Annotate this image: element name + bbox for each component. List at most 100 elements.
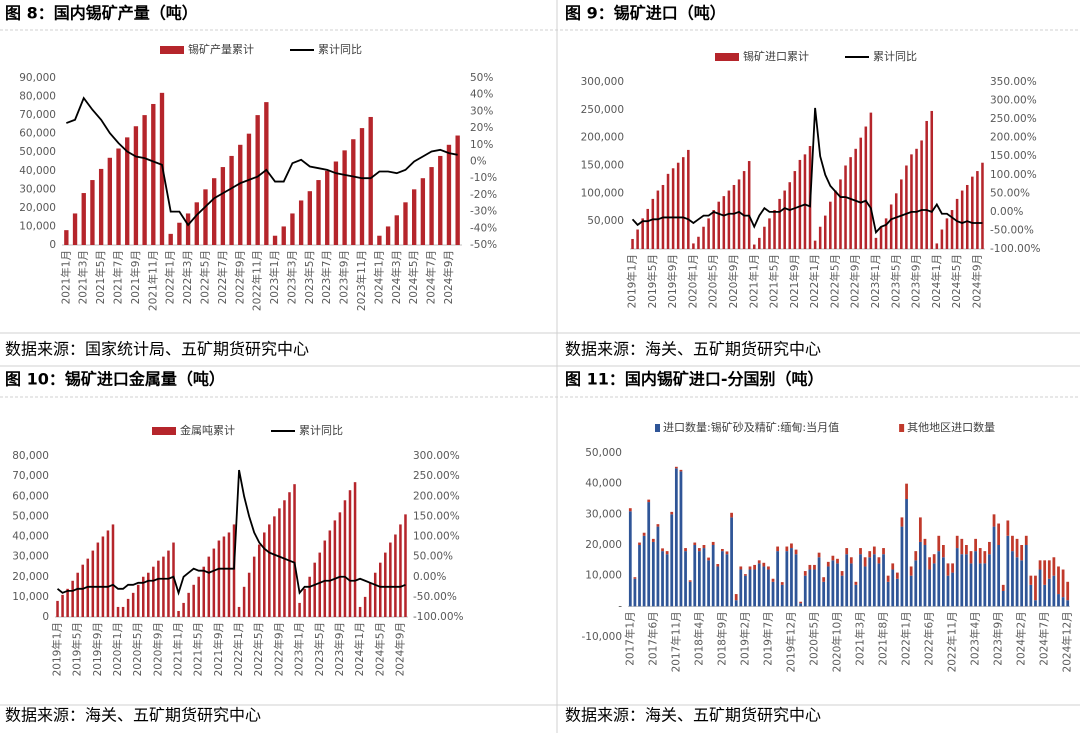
y2-tick-label: -30% [470, 206, 497, 218]
bar [1043, 560, 1047, 585]
bar [721, 551, 724, 607]
bar [753, 564, 756, 570]
y-tick-label: 10,000 [585, 570, 622, 582]
bar [725, 551, 729, 555]
x-tick-label: 2024年5月 [373, 622, 386, 676]
y2-tick-label: 20% [470, 122, 493, 134]
legend-swatch [160, 46, 184, 54]
bar [147, 572, 150, 617]
bar [864, 126, 868, 249]
bar [763, 226, 766, 249]
bar [628, 508, 632, 512]
x-tick-label: 2020年9月 [151, 622, 164, 676]
x-tick-label: 2024年3月 [390, 250, 403, 304]
bar [734, 600, 738, 607]
y2-tick-label: 150.00% [990, 150, 1037, 162]
bar [877, 563, 881, 607]
bar [1066, 600, 1070, 607]
bar [817, 552, 821, 558]
bar [1038, 560, 1042, 570]
x-tick-label: 2022年1月 [164, 250, 177, 304]
bar [666, 173, 670, 249]
y2-tick-label: 300.00% [413, 450, 460, 462]
bar [446, 144, 452, 245]
x-tick-label: 2023年9月 [910, 254, 923, 308]
bar [1043, 584, 1047, 607]
bar [829, 201, 832, 249]
y-tick-label: 80,000 [12, 450, 49, 462]
bar [951, 563, 954, 573]
bar [328, 530, 332, 617]
y2-tick-label: 150.00% [413, 510, 460, 522]
bar [368, 582, 372, 617]
y2-tick-label: -100.00% [413, 611, 464, 623]
x-tick-label: 2020年5月 [707, 254, 720, 308]
bar [707, 218, 710, 249]
bar [965, 554, 968, 607]
bar [946, 563, 950, 576]
bar [928, 557, 931, 570]
bar [845, 554, 849, 607]
bar [125, 137, 130, 245]
bar [185, 213, 191, 245]
bar [918, 541, 922, 607]
bar [753, 569, 756, 607]
bar [368, 116, 373, 245]
bar [969, 563, 973, 607]
bar [661, 548, 664, 552]
bar [707, 560, 710, 607]
bar [895, 578, 899, 607]
source-note: 数据来源：海关、五矿期货研究中心 [5, 706, 261, 725]
x-tick-label: 2021年7月 [112, 250, 125, 304]
bar [771, 581, 775, 607]
y2-tick-label: -10% [470, 172, 497, 184]
bar [107, 157, 112, 245]
bar [874, 237, 878, 249]
bar [656, 524, 660, 527]
bar [1015, 557, 1019, 607]
bar [771, 578, 775, 582]
bar [981, 162, 984, 249]
bar [679, 471, 683, 607]
bar [651, 541, 655, 607]
bar [438, 155, 443, 245]
x-tick-label: 2020年9月 [727, 254, 740, 308]
x-tick-label: 2023年3月 [285, 250, 298, 304]
bar [687, 149, 690, 249]
x-tick-label: 2024年7月 [425, 250, 438, 304]
bar [730, 512, 733, 518]
bar [697, 551, 701, 607]
bar [872, 554, 876, 607]
x-tick-label: 2017年1月 [623, 611, 636, 665]
bar [831, 555, 835, 561]
bar [992, 514, 996, 527]
bar [162, 556, 165, 617]
bar [803, 154, 807, 249]
bar [711, 541, 715, 545]
bar [237, 606, 241, 617]
bar [1006, 520, 1010, 536]
x-tick-label: 2023年9月 [338, 250, 351, 304]
bar [1052, 557, 1056, 576]
bar [798, 159, 802, 249]
y2-tick-label: 50.00% [413, 551, 453, 563]
y-tick-label: 30,000 [585, 508, 622, 520]
bar [399, 524, 402, 617]
bar [111, 524, 115, 617]
bar [71, 580, 74, 617]
y2-tick-label: 250.00% [413, 470, 460, 482]
x-tick-label: 2020年5月 [131, 622, 144, 676]
x-tick-label: 2022年7月 [216, 250, 229, 304]
bar [1006, 535, 1010, 607]
bar [909, 575, 913, 607]
bar [167, 550, 170, 617]
bar [651, 198, 655, 249]
bar [910, 154, 913, 249]
bar [1029, 575, 1033, 585]
bar [676, 162, 680, 249]
bar [886, 581, 890, 607]
bar [757, 563, 761, 607]
bar [255, 115, 260, 245]
bar [197, 576, 200, 617]
